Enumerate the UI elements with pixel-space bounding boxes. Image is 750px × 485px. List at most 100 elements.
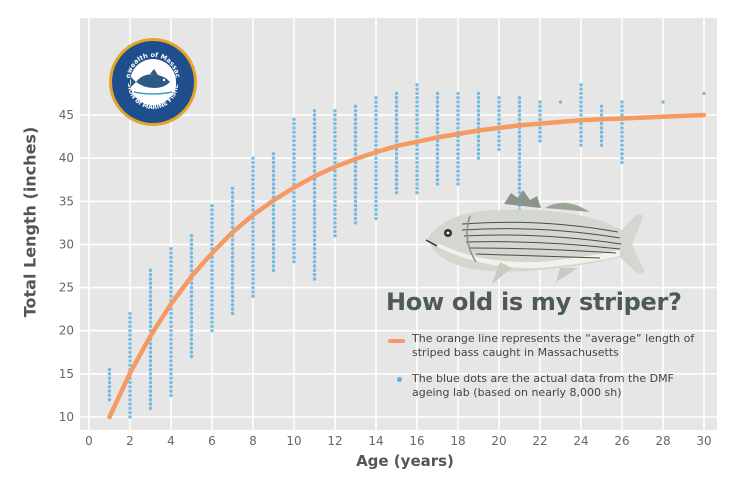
data-dot [210,208,214,212]
data-dot [292,255,296,260]
data-dot [210,281,214,285]
data-dot [312,203,317,208]
data-dot [169,329,173,333]
data-dot [620,139,624,143]
data-dot [333,173,337,178]
data-dot [394,96,399,100]
data-dot [251,156,255,160]
data-dot [497,108,501,113]
data-dot [312,190,317,195]
x-tick-label: 22 [532,434,547,448]
data-dot [169,251,173,255]
data-dot [128,359,132,363]
data-dot [415,182,419,186]
data-dot [210,238,214,242]
data-dot [312,130,317,134]
data-dot [333,108,337,113]
data-dot [189,268,194,273]
x-tick-label: 8 [249,434,257,448]
data-dot [312,139,317,143]
data-dot [394,134,399,139]
data-dot [579,83,583,87]
data-dot [312,195,317,199]
data-dot [353,130,358,134]
data-dot [333,208,337,212]
data-dot [312,113,317,117]
data-dot [517,139,522,143]
data-dot [538,130,542,134]
data-dot [353,208,358,212]
data-dot [579,96,583,100]
data-dot [169,350,173,354]
data-dot [148,277,153,281]
data-dot [148,290,153,294]
data-dot [374,178,378,182]
data-dot [333,139,337,143]
data-dot [292,139,296,143]
data-dot [148,376,153,380]
data-dot [271,186,276,191]
data-dot [148,341,153,346]
data-dot [312,182,317,186]
data-dot [189,341,194,346]
data-dot [230,281,235,285]
data-dot [292,208,296,212]
data-dot [251,225,255,229]
data-dot [415,113,419,117]
data-dot [394,165,399,169]
data-dot [333,190,337,195]
data-dot [394,91,399,96]
data-dot [394,152,399,156]
data-dot [599,126,604,130]
data-dot [210,212,214,216]
data-dot [271,221,276,225]
y-axis-label-wrap: Total Length (inches) [12,72,48,372]
data-dot [517,134,522,139]
data-dot [415,117,419,122]
data-dot [312,156,317,160]
data-dot [620,160,624,165]
x-tick-label: 16 [409,434,424,448]
data-dot [230,221,235,225]
data-dot [169,393,173,398]
data-dot [620,113,624,117]
data-dot [456,147,460,152]
data-dot [251,277,255,281]
data-dot [456,126,460,130]
data-dot [292,117,296,122]
data-dot [128,311,132,316]
data-dot [456,182,460,186]
data-dot [230,311,235,316]
data-dot [333,169,337,173]
x-tick-label: 28 [655,434,670,448]
data-dot [128,363,132,367]
data-dot [169,247,173,251]
data-dot [169,380,173,385]
data-dot [148,359,153,363]
data-dot [579,113,583,117]
data-dot [394,190,399,195]
data-dot [230,264,235,268]
x-tick-label: 6 [208,434,216,448]
data-dot [579,130,583,134]
y-tick-label: 35 [59,194,74,208]
data-dot [107,398,112,402]
data-dot [148,294,153,298]
data-dot [394,104,399,109]
data-dot [476,117,481,122]
data-dot [497,100,501,104]
data-dot [456,173,460,178]
data-dot [456,104,460,109]
data-dot [292,238,296,242]
data-dot [271,169,276,173]
data-dot [312,268,317,273]
data-dot [271,160,276,165]
data-dot [374,165,378,169]
data-dot [435,96,440,100]
data-dot [312,264,317,268]
data-dot [230,298,235,303]
data-dot [312,134,317,139]
data-dot [374,195,378,199]
data-dot [333,234,337,238]
data-dot [251,190,255,195]
